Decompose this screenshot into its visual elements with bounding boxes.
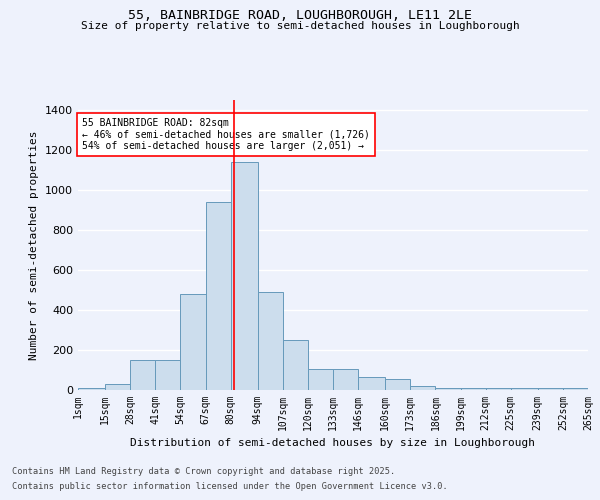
Bar: [511, 388, 538, 390]
Bar: [538, 388, 563, 390]
Text: 55 BAINBRIDGE ROAD: 82sqm
← 46% of semi-detached houses are smaller (1,726)
54% : 55 BAINBRIDGE ROAD: 82sqm ← 46% of semi-…: [82, 118, 370, 151]
Y-axis label: Number of semi-detached properties: Number of semi-detached properties: [29, 130, 40, 360]
Bar: [485, 388, 511, 390]
Bar: [205, 202, 230, 390]
Bar: [283, 340, 308, 390]
Bar: [358, 377, 385, 390]
Bar: [78, 388, 105, 390]
Bar: [461, 388, 485, 390]
Text: Contains HM Land Registry data © Crown copyright and database right 2025.: Contains HM Land Registry data © Crown c…: [12, 467, 395, 476]
Bar: [257, 292, 283, 390]
Text: Contains public sector information licensed under the Open Government Licence v3: Contains public sector information licen…: [12, 482, 448, 491]
Bar: [563, 388, 588, 390]
Text: Size of property relative to semi-detached houses in Loughborough: Size of property relative to semi-detach…: [80, 21, 520, 31]
X-axis label: Distribution of semi-detached houses by size in Loughborough: Distribution of semi-detached houses by …: [131, 438, 536, 448]
Bar: [155, 360, 181, 390]
Bar: [385, 379, 410, 390]
Bar: [130, 360, 155, 390]
Bar: [436, 388, 461, 390]
Bar: [410, 386, 436, 390]
Bar: [181, 294, 205, 390]
Bar: [230, 162, 257, 390]
Bar: [308, 369, 333, 390]
Bar: [105, 384, 130, 390]
Text: 55, BAINBRIDGE ROAD, LOUGHBOROUGH, LE11 2LE: 55, BAINBRIDGE ROAD, LOUGHBOROUGH, LE11 …: [128, 9, 472, 22]
Bar: [333, 369, 358, 390]
